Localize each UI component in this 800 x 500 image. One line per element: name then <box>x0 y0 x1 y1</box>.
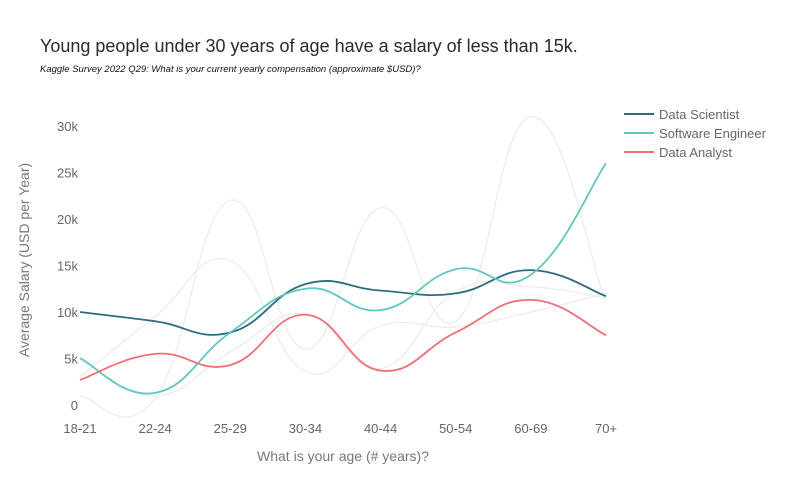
background-lines <box>79 115 607 418</box>
background-line-3 <box>79 281 607 397</box>
y-tick-label: 10k <box>57 305 78 320</box>
x-tick-label: 25-29 <box>214 421 247 436</box>
x-tick-label: 50-54 <box>439 421 472 436</box>
background-line-2 <box>79 258 607 378</box>
y-axis-ticks: 0 5k 10k 15k 20k 25k 30k <box>57 119 78 413</box>
y-tick-label: 25k <box>57 165 78 180</box>
x-axis-ticks: 18-21 22-24 25-29 30-34 40-44 50-54 60-69 70+ <box>63 421 617 436</box>
series-line-data-analyst <box>79 298 607 381</box>
x-tick-label: 40-44 <box>364 421 397 436</box>
series-line-data-scientist <box>79 269 607 336</box>
legend-label: Software Engineer <box>659 126 767 141</box>
x-tick-label: 22-24 <box>139 421 172 436</box>
y-tick-label: 5k <box>64 351 78 366</box>
legend: Data Scientist Software Engineer Data Anal… <box>624 107 767 160</box>
y-tick-label: 15k <box>57 258 78 273</box>
chart-title: Young people under 30 years of age have … <box>40 36 578 56</box>
x-tick-label: 70+ <box>595 421 617 436</box>
background-line-1 <box>79 115 607 418</box>
legend-label: Data Analyst <box>659 145 732 160</box>
x-tick-label: 30-34 <box>289 421 322 436</box>
legend-label: Data Scientist <box>659 107 740 122</box>
series-lines <box>79 162 607 395</box>
y-axis-title: Average Salary (USD per Year) <box>16 163 32 357</box>
x-tick-label: 18-21 <box>63 421 96 436</box>
series-line-software-engineer <box>79 162 607 395</box>
x-axis-title: What is your age (# years)? <box>257 448 429 464</box>
chart-subtitle: Kaggle Survey 2022 Q29: What is your cur… <box>40 64 421 75</box>
y-tick-label: 0 <box>71 398 78 413</box>
y-tick-label: 20k <box>57 212 78 227</box>
y-tick-label: 30k <box>57 119 78 134</box>
x-tick-label: 60-69 <box>514 421 547 436</box>
